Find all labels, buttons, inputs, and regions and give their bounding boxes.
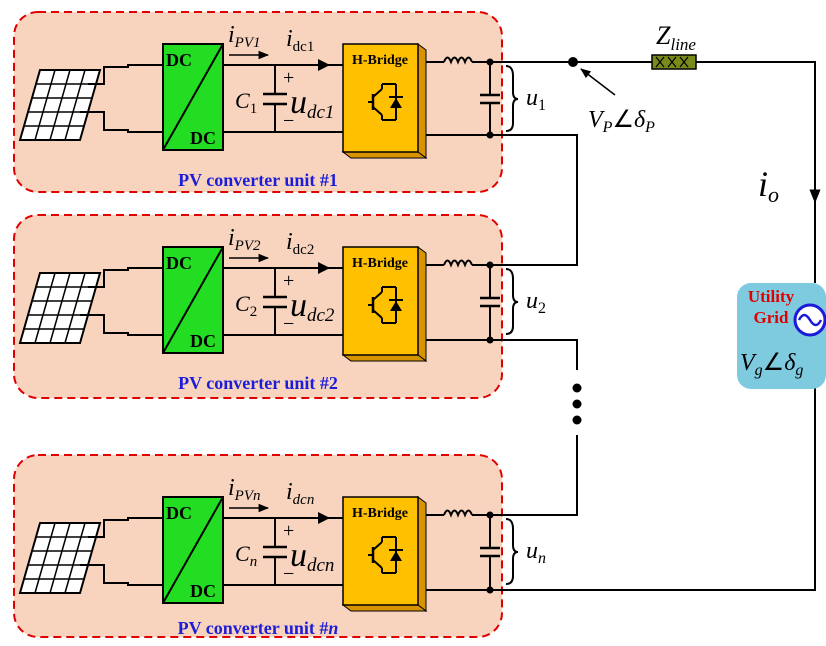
panel-wire — [80, 517, 163, 586]
sine-wave-icon — [797, 313, 823, 327]
udc-label: udc1 — [290, 84, 334, 123]
dc-link-wires — [223, 267, 343, 336]
dc-dc-diagonal — [162, 246, 224, 354]
dc-in-label: DC — [166, 253, 192, 273]
unit-caption: PV converter unit #n — [178, 618, 339, 638]
filter-inductor — [443, 56, 473, 65]
junction-dot — [486, 511, 494, 519]
h-bridge-label: H-Bridge — [352, 506, 408, 521]
line-impedance-label: Zline — [656, 21, 696, 54]
plus-sign: + — [283, 270, 294, 292]
ipv-label: iPVn — [228, 475, 261, 504]
continuation-dot — [572, 399, 582, 409]
pcc-pointer-arrow — [580, 68, 616, 96]
line-impedance — [651, 54, 697, 70]
h-bridge-bottom — [341, 354, 428, 362]
output-current-label: io — [758, 164, 779, 207]
h-bridge-side — [417, 496, 427, 612]
h-bridge — [342, 496, 419, 606]
junction-dot — [486, 131, 494, 139]
minus-sign: − — [283, 110, 294, 132]
plus-sign: + — [283, 520, 294, 542]
dc-dc-diagonal — [162, 43, 224, 151]
output-voltage-label: un — [526, 538, 546, 567]
h-bridge-side — [417, 43, 427, 159]
dc-out-label: DC — [190, 128, 216, 148]
link-wire-2-dots — [490, 339, 578, 370]
h-bridge-label: H-Bridge — [352, 256, 408, 271]
dc-out-label: DC — [190, 581, 216, 601]
continuation-dot — [572, 383, 582, 393]
output-voltage-brace — [505, 65, 519, 132]
dc-in-label: DC — [166, 503, 192, 523]
dc-link-wires — [223, 64, 343, 133]
output-voltage-label: u1 — [526, 85, 546, 114]
h-bridge — [342, 43, 419, 153]
h-bridge — [342, 246, 419, 356]
ac-output-wires — [426, 264, 491, 341]
pv-converter-unit-2: DC DC iPV2 idc2 C2 + − udc2 H-Bridge u2 … — [19, 225, 546, 393]
link-wire-1-2 — [490, 134, 578, 266]
grid-label-utility: Utility — [748, 287, 795, 306]
panel-wire — [80, 64, 163, 133]
idc-label: idcn — [286, 479, 314, 508]
junction-dot — [486, 261, 494, 269]
pcc-node — [568, 57, 578, 67]
panel-wire — [80, 267, 163, 336]
junction-dot — [486, 586, 494, 594]
h-bridge-label: H-Bridge — [352, 53, 408, 68]
idc-arrowhead — [318, 512, 330, 524]
line-impedance-hatch — [655, 56, 689, 68]
unit-caption: PV converter unit #1 — [178, 170, 338, 190]
grid-label-grid: Grid — [754, 308, 789, 327]
pv-converter-unit-1: DC DC iPV1 idc1 C1 + − udc1 H-Bridge u1 … — [19, 22, 546, 190]
capacitor-label: Cn — [235, 541, 257, 570]
ac-output-wires — [426, 61, 491, 136]
output-voltage-label: u2 — [526, 288, 546, 317]
idc-arrowhead — [318, 59, 330, 71]
dc-in-label: DC — [166, 50, 192, 70]
dc-out-label: DC — [190, 331, 216, 351]
capacitor-label: C2 — [235, 291, 257, 320]
continuation-dot — [572, 415, 582, 425]
output-voltage-brace — [505, 268, 519, 335]
dc-dc-diagonal — [162, 496, 224, 604]
ac-output-wires — [426, 514, 491, 591]
filter-inductor — [443, 259, 473, 268]
unit-caption: PV converter unit #2 — [178, 373, 338, 393]
udc-label: udc2 — [290, 287, 335, 326]
idc-label: idc2 — [286, 229, 314, 258]
ipv-label: iPV2 — [228, 225, 261, 254]
ipv-label: iPV1 — [228, 22, 261, 51]
grid-voltage-label: Vg∠δg — [740, 350, 803, 379]
h-bridge-bottom — [341, 151, 428, 159]
output-voltage-brace — [505, 518, 519, 585]
junction-dot — [486, 336, 494, 344]
idc-arrowhead — [318, 262, 330, 274]
udc-label: udcn — [290, 537, 334, 576]
plus-sign: + — [283, 67, 294, 89]
dc-link-wires — [223, 517, 343, 586]
capacitor-label: C1 — [235, 88, 257, 117]
h-bridge-bottom — [341, 604, 428, 612]
minus-sign: − — [283, 313, 294, 335]
pcc-voltage-label: VP∠δP — [588, 107, 655, 136]
minus-sign: − — [283, 563, 294, 585]
pv-converter-unit-n: DC DC iPVn idcn Cn + − udcn H-Bridge un … — [19, 475, 546, 638]
link-wire-dots-n — [490, 435, 578, 516]
h-bridge-side — [417, 246, 427, 362]
bottom-return-wire — [490, 357, 816, 591]
filter-inductor — [443, 509, 473, 518]
idc-label: idc1 — [286, 26, 314, 55]
junction-dot — [486, 58, 494, 66]
